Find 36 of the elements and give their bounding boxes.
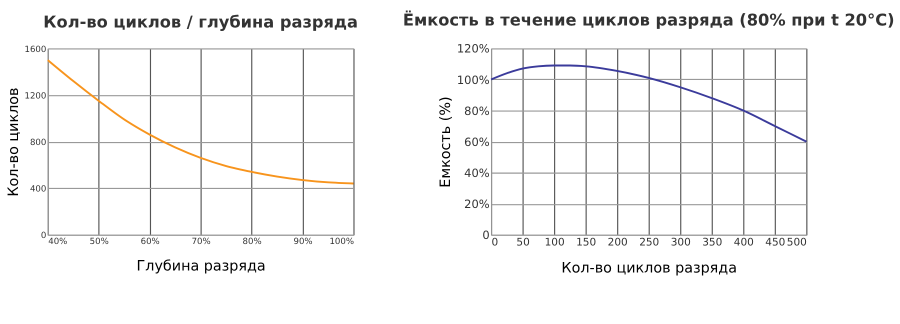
x-axis-title: Кол-во циклов разряда bbox=[561, 260, 737, 276]
x-tick-label: 350 bbox=[702, 236, 722, 249]
x-tick-label: 300 bbox=[670, 236, 691, 249]
x-tick-label: 100% bbox=[329, 236, 354, 247]
x-tick-label: 90% bbox=[293, 236, 313, 247]
chart-title: Кол-во циклов / глубина разряда bbox=[43, 12, 358, 32]
x-tick-label: 250 bbox=[639, 236, 660, 249]
y-tick-label: 40% bbox=[464, 166, 490, 180]
x-axis-title: Глубина разряда bbox=[136, 258, 266, 275]
chart-title: Ёмкость в течение циклов разряда (80% при t 20°C) bbox=[402, 10, 895, 30]
line-series bbox=[490, 64, 808, 143]
y-tick-label: 20% bbox=[464, 196, 490, 211]
y-axis-title: Емкость (%) bbox=[438, 96, 454, 188]
x-tick-label: 450 bbox=[765, 236, 786, 249]
y-axis-title: Кол-во циклов bbox=[6, 88, 22, 197]
y-tick-label: 800 bbox=[30, 138, 46, 148]
x-tick-label: 100 bbox=[544, 236, 565, 249]
y-tick-label: 1200 bbox=[24, 91, 46, 102]
x-tick-label: 500 bbox=[786, 236, 807, 249]
x-tick-label: 400 bbox=[734, 236, 754, 249]
x-tick-label: 80% bbox=[242, 236, 262, 247]
x-tick-label: 50 bbox=[516, 236, 530, 249]
y-tick-label: 400 bbox=[30, 184, 46, 195]
x-tick-label: 60% bbox=[140, 236, 160, 247]
x-tick-label: 150 bbox=[576, 236, 596, 249]
line-series bbox=[46, 59, 354, 184]
x-tick-label: 40% bbox=[48, 236, 68, 247]
y-tick-label: 80% bbox=[464, 104, 490, 118]
y-tick-label: 120% bbox=[456, 42, 490, 56]
x-tick-label: 200 bbox=[608, 236, 628, 249]
x-tick-label: 0 bbox=[492, 236, 498, 249]
y-tick-label: 1600 bbox=[24, 44, 46, 55]
x-tick-label: 50% bbox=[90, 236, 109, 247]
x-tick-label: 70% bbox=[192, 236, 211, 247]
y-tick-label: 100% bbox=[456, 72, 490, 87]
y-tick-label: 60% bbox=[464, 134, 490, 149]
